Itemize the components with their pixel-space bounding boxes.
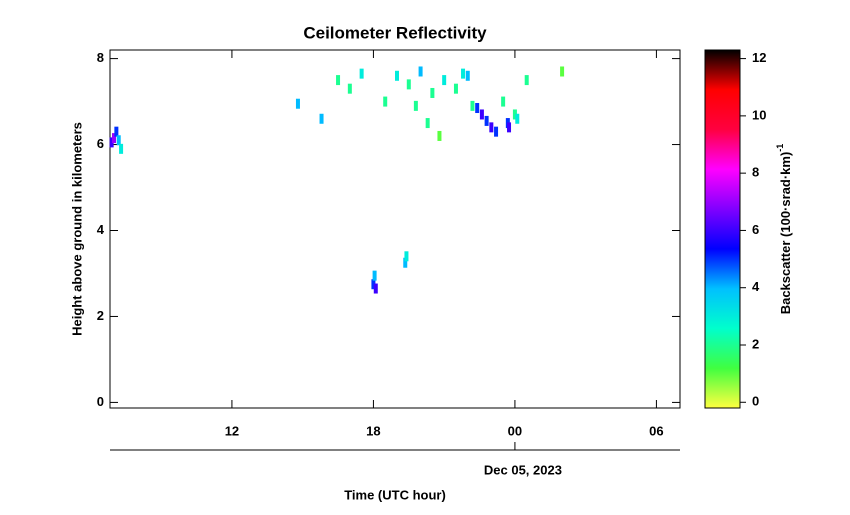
cell: [406, 79, 411, 90]
y-axis-label: Height above ground in kilometers: [69, 122, 84, 336]
cell: [114, 126, 119, 137]
cell: [475, 103, 480, 114]
cell: [295, 98, 300, 109]
cell: [501, 96, 506, 107]
cell: [119, 143, 124, 154]
cell: [418, 66, 423, 77]
cell: [560, 66, 565, 77]
cell: [395, 70, 400, 81]
cell: [453, 83, 458, 94]
cell: [383, 96, 388, 107]
cell: [494, 126, 499, 137]
cell: [512, 109, 517, 120]
cell: [112, 133, 117, 144]
cell: [461, 68, 466, 79]
chart-title: Ceilometer Reflectivity: [303, 23, 487, 42]
cell: [319, 113, 324, 124]
cell: [403, 257, 408, 268]
cell: [413, 100, 418, 111]
colorbar-tick-label: 4: [752, 279, 760, 294]
y-tick-label: 8: [97, 50, 104, 65]
cell: [484, 115, 489, 126]
cell: [507, 122, 512, 133]
colorbar: [704, 49, 741, 409]
cell: [524, 75, 529, 86]
colorbar-tick-label: 10: [752, 107, 766, 122]
cell: [116, 135, 121, 146]
colorbar-label: Backscatter (100·srad·km)-1: [775, 144, 793, 315]
cell: [489, 122, 494, 133]
cell: [336, 75, 341, 86]
cell: [479, 109, 484, 120]
cell: [371, 279, 376, 290]
colorbar-tick-label: 6: [752, 222, 759, 237]
cell: [373, 283, 378, 294]
cell: [430, 87, 435, 98]
cell: [437, 130, 442, 141]
cell: [442, 75, 447, 86]
colorbar-tick-label: 12: [752, 50, 766, 65]
colorbar-label-exponent: -1: [775, 144, 785, 152]
cell: [404, 251, 409, 262]
y-tick-label: 0: [97, 394, 104, 409]
colorbar-tick-label: 0: [752, 394, 759, 409]
cell: [347, 83, 352, 94]
cell: [470, 100, 475, 111]
cell: [425, 118, 430, 129]
x-tick-label: 12: [225, 423, 239, 438]
cell: [109, 137, 114, 148]
x-tick-label: 06: [649, 423, 663, 438]
plot-frame: [109, 49, 681, 409]
colorbar-tick-label: 8: [752, 165, 759, 180]
y-tick-label: 4: [97, 222, 105, 237]
cell: [372, 270, 377, 281]
y-tick-label: 6: [97, 136, 104, 151]
cell: [465, 70, 470, 81]
date-label: Dec 05, 2023: [484, 462, 562, 477]
cell: [359, 68, 364, 79]
x-tick-label: 00: [508, 423, 522, 438]
x-axis-label: Time (UTC hour): [344, 487, 446, 502]
x-tick-label: 18: [366, 423, 380, 438]
colorbar-tick-label: 2: [752, 336, 759, 351]
colorbar-label-text: Backscatter (100·srad·km): [778, 152, 793, 315]
y-tick-label: 2: [97, 308, 104, 323]
cell: [515, 113, 520, 124]
